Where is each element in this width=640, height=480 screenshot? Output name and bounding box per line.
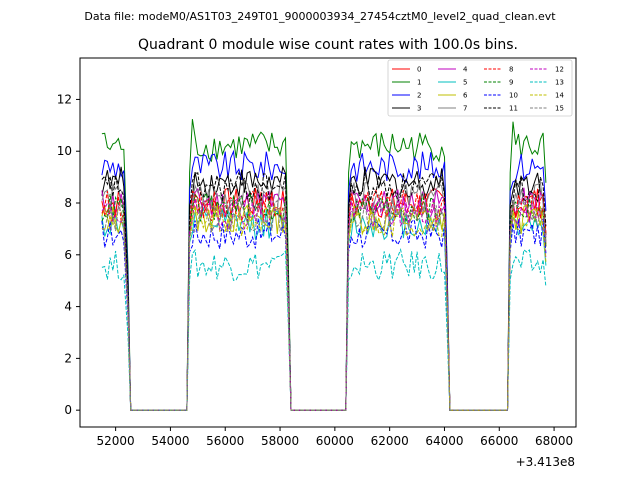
x-tick-label: 56000 — [206, 434, 244, 448]
legend-label-6: 6 — [463, 92, 468, 100]
series-line-3 — [101, 165, 547, 411]
legend-label-12: 12 — [555, 66, 564, 74]
y-tick-label: 4 — [64, 300, 72, 314]
legend-label-7: 7 — [463, 105, 467, 113]
series-layer — [101, 119, 547, 411]
legend-label-2: 2 — [417, 92, 421, 100]
x-tick-label: 54000 — [151, 434, 189, 448]
series-line-12 — [101, 196, 547, 411]
series-line-5 — [101, 206, 547, 411]
legend-label-3: 3 — [417, 105, 421, 113]
chart-suptitle: Data file: modeM0/AS1T03_249T01_90000039… — [84, 10, 556, 23]
y-tick-label: 8 — [64, 196, 72, 210]
series-line-6 — [101, 203, 547, 411]
plot-frame — [79, 57, 577, 428]
legend-label-14: 14 — [555, 92, 564, 100]
legend-label-1: 1 — [417, 79, 421, 87]
x-tick-label: 58000 — [261, 434, 299, 448]
legend-label-9: 9 — [509, 79, 513, 87]
x-tick-label: 52000 — [97, 434, 135, 448]
series-line-7 — [101, 181, 547, 411]
y-tick-label: 2 — [64, 351, 72, 365]
x-tick-label: 68000 — [535, 434, 573, 448]
y-axis: 0 2 4 6 8 10 12 — [57, 92, 80, 417]
legend-box — [387, 59, 573, 117]
y-tick-label: 12 — [57, 92, 72, 106]
series-line-8 — [101, 188, 547, 411]
legend-label-10: 10 — [509, 92, 518, 100]
series-line-14 — [101, 205, 547, 411]
chart-title: Quadrant 0 module wise count rates with … — [138, 37, 518, 53]
legend-label-5: 5 — [463, 79, 467, 87]
x-offset-label: +3.413e8 — [516, 455, 575, 469]
x-tick-label: 60000 — [316, 434, 354, 448]
x-tick-label: 64000 — [425, 434, 463, 448]
y-tick-label: 0 — [64, 403, 72, 417]
series-line-9 — [101, 192, 547, 411]
y-tick-label: 10 — [57, 144, 72, 158]
series-line-10 — [101, 218, 547, 411]
x-axis: 52000 54000 56000 58000 60000 62000 64000 66000… — [97, 427, 573, 448]
series-line-2 — [101, 149, 547, 411]
legend-label-15: 15 — [555, 105, 564, 113]
x-tick-label: 66000 — [480, 434, 518, 448]
legend-label-13: 13 — [555, 79, 564, 87]
legend-label-8: 8 — [509, 66, 513, 74]
series-line-0 — [101, 187, 547, 411]
legend-label-0: 0 — [417, 66, 421, 74]
series-line-15 — [101, 198, 547, 411]
legend-label-11: 11 — [509, 105, 518, 113]
series-line-4 — [101, 187, 547, 411]
series-line-11 — [101, 170, 547, 411]
x-tick-label: 62000 — [371, 434, 409, 448]
series-line-1 — [101, 119, 547, 411]
legend-label-4: 4 — [463, 66, 468, 74]
y-tick-label: 6 — [64, 248, 72, 262]
series-line-13 — [101, 248, 547, 411]
